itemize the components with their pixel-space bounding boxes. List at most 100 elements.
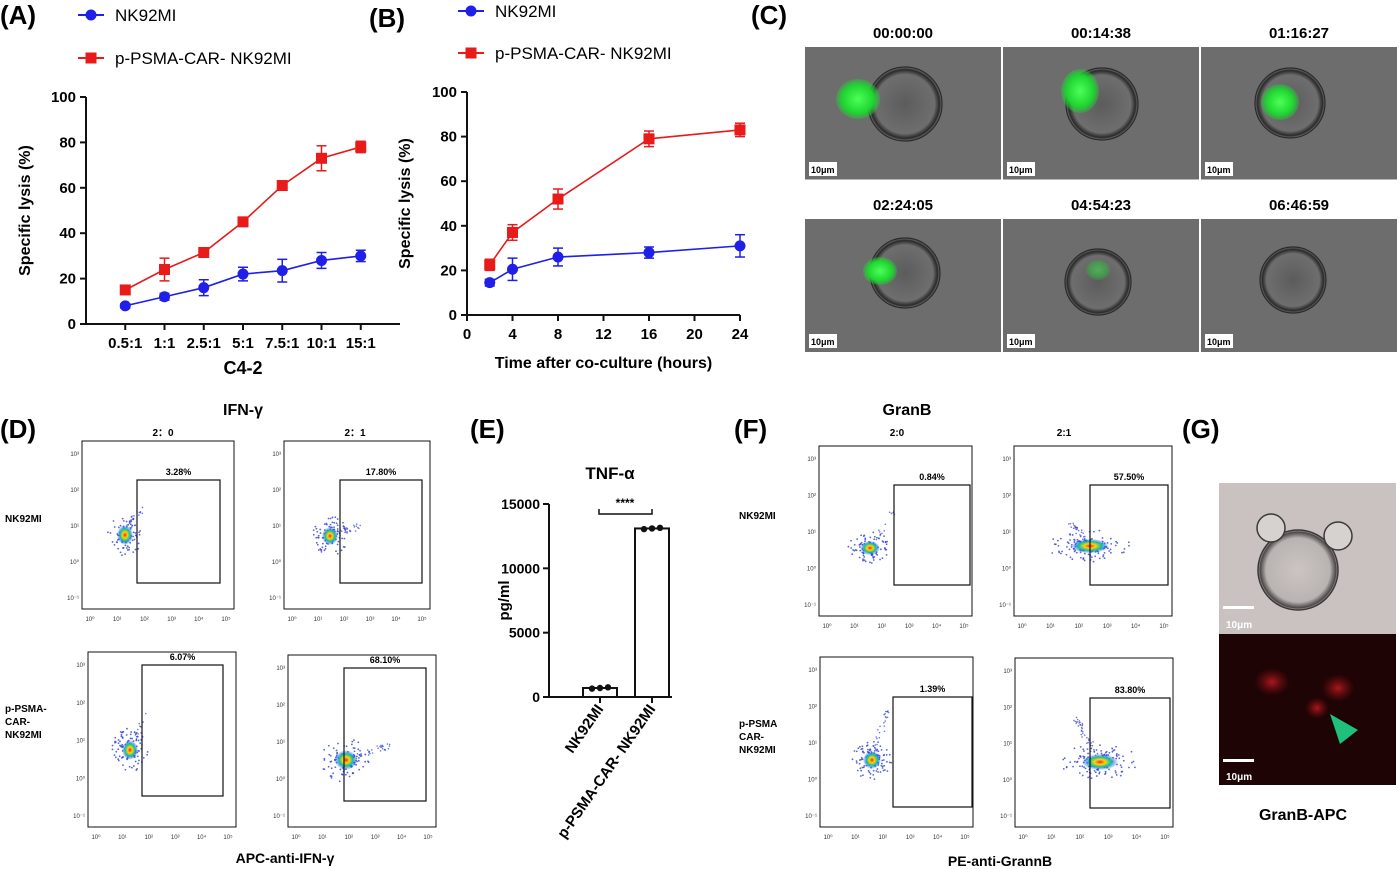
scale-bar-box	[1205, 162, 1233, 176]
flow-f-car-2to1-event-dot	[1115, 773, 1118, 776]
chart-b-point-nk	[552, 251, 564, 263]
chart-b-specific-lysis-vs-time: 0 20 40 60 80 100 0 4 8 12 16 20 24 Time after co-cul…	[397, 84, 749, 372]
flow-d-car-2to1-event-dot	[367, 754, 370, 756]
chart-a-y-tick-label: 80	[59, 134, 76, 151]
flow-f-car-2to1-event-dot	[1075, 722, 1077, 725]
flow-f-nk-2to1-y-tick-label: 10⁻¹	[999, 603, 1011, 609]
flow-f-nk-2to0-event-dot	[869, 536, 872, 539]
flow-d-car-2to0-y-tick-label: 10⁰	[76, 775, 86, 782]
flow-f-car-2to1-event-dot	[1115, 771, 1117, 774]
flow-d-nk-2to1-event-dot	[315, 541, 318, 544]
flow-f-car-2to0-event-dot	[884, 710, 887, 713]
flow-f-nk-2to0-y-tick-label: 10³	[807, 457, 816, 463]
flow-d-car-2to1-event-dot	[381, 744, 384, 747]
flow-d-car-2to0-event-dot	[121, 743, 124, 746]
flow-f-nk-2to0-event-dot	[883, 535, 885, 538]
chart-e-significance-bracket	[598, 509, 653, 515]
flow-d-nk-2to0-event-dot	[128, 548, 130, 551]
flow-d-car-2to1-event-dot	[356, 753, 359, 755]
flow-f-car-2to1-event-dot	[1093, 751, 1096, 753]
flow-d-car-2to0-event-dot	[120, 733, 123, 736]
flow-d-car-2to0-event-dot	[114, 756, 117, 759]
flow-d-car-2to1-event-dot	[345, 745, 348, 748]
chart-b-point-car	[552, 193, 564, 205]
flow-d-car-2to1-gate	[343, 667, 427, 802]
scale-bar-box	[1007, 334, 1035, 348]
flow-d-car-2to0-gate	[141, 664, 224, 797]
flow-f-nk-2to0-event-dot	[864, 560, 867, 563]
flow-d-car-2to1-event-dot	[353, 739, 355, 741]
flow-f-nk-2to0-gate-percentage: 0.84%	[919, 472, 945, 482]
flow-d-nk-2to0-event-dot	[138, 533, 141, 536]
flow-f-nk-2to0-event-dot	[883, 547, 886, 549]
flow-f-nk-2to1-event-dot	[1069, 522, 1072, 525]
flow-f-car-2to1-event-dot	[1120, 766, 1123, 769]
flow-d-car-2to0-event-dot	[121, 731, 123, 734]
flow-f-car-2to1-event-dot	[1113, 749, 1116, 751]
flow-f-nk-2to0-event-dot	[876, 553, 879, 556]
flow-f-car-2to0-y-tick-label: 10⁰	[808, 777, 818, 784]
fluorescent-target-cell	[836, 79, 880, 119]
flow-f-nk-2to0-event-dot	[873, 535, 876, 538]
flow-d-car-2to0-event-dot	[136, 731, 138, 734]
flow-f-nk-2to0-event-dot	[888, 511, 891, 514]
flow-f-nk-2to1-event-dot	[1103, 557, 1106, 559]
flow-f-car-2to1-event-dot	[1119, 764, 1122, 767]
flow-d-car-2to0-event-dot	[114, 740, 116, 743]
chart-a-x-tick-label: 5:1	[232, 335, 254, 352]
flow-d-car-2to0-event-dot	[119, 740, 121, 743]
panel-d-flow-ifn: IFN-γ 2：0 2：1 NK92MI p-PSMA- CAR- NK92MI 10⁻¹ 10…	[5, 402, 437, 866]
chart-a-point-car	[119, 284, 131, 296]
chart-e-replicate-point	[604, 684, 612, 691]
flow-d-nk-2to0-event-dot	[137, 542, 140, 545]
scale-bar-box	[809, 162, 837, 176]
flow-f-car-2to0-event-dot	[888, 761, 891, 764]
flow-f-car-2to1-event-dot	[1083, 766, 1085, 768]
chart-b-point-car	[507, 226, 518, 238]
flow-f-car-2to1-event-dot	[1100, 749, 1103, 752]
flow-d-nk-2to0-event-dot	[109, 532, 112, 534]
flow-d-nk-2to1-event-dot	[323, 549, 326, 552]
flow-f-car-2to0-event-dot	[890, 761, 893, 764]
flow-f-nk-2to0-x-tick-label: 10²	[877, 624, 886, 630]
flow-f-nk-2to1-event-dot	[1123, 547, 1126, 550]
flow-d-car-2to1-event-dot	[358, 756, 360, 759]
chart-a-point-nk	[237, 268, 249, 280]
flow-f-car-2to1-event-dot	[1080, 733, 1083, 736]
flow-d-nk-2to1-event-dot	[317, 534, 320, 537]
flow-d-car-2to1-event-dot	[357, 759, 360, 762]
chart-a-point-nk	[159, 291, 170, 303]
flow-f-car-2to1-event-dot	[1065, 766, 1068, 769]
flow-f-car-2to0-event-dot	[875, 749, 878, 752]
flow-f-car-2to0-event-dot	[857, 747, 860, 750]
chart-b-y-tick-label: 20	[440, 262, 457, 279]
flow-d-nk-2to0-event-dot	[124, 544, 127, 547]
flow-d-car-2to1-event-dot	[364, 753, 366, 755]
flow-f-x-axis-label: PE-anti-GrannB	[948, 853, 1052, 869]
chart-b-point-nk	[507, 263, 518, 275]
flow-f-nk-2to1-event-dot	[1076, 538, 1079, 541]
chart-a-y-tick-label: 60	[59, 180, 76, 197]
flow-f-car-2to1-event-dot	[1095, 775, 1098, 777]
flow-f-car-2to0-x-tick-label: 10⁴	[933, 834, 943, 841]
flow-d-nk-2to1-event-dot	[337, 530, 339, 533]
scale-bar-label: 10μm	[1207, 337, 1231, 347]
flow-f-car-2to0-event-dot	[876, 737, 878, 740]
flow-d-car-2to1-y-tick-label: 10¹	[276, 740, 285, 746]
flow-d-car-2to0-y-tick-label: 10³	[76, 663, 85, 669]
flow-d-car-2to1-event-dot	[351, 740, 354, 743]
flow-f-nk-2to1-event-dot	[1084, 535, 1086, 538]
flow-f-car-2to0-event-dot	[860, 769, 863, 772]
chart-b-point-car	[484, 259, 496, 271]
chart-a-point-nk	[316, 254, 327, 266]
flow-d-car-2to1-event-dot	[332, 772, 334, 775]
flow-f-nk-2to1-gate-percentage: 57.50%	[1114, 472, 1145, 482]
flow-f-car-2to0-event-dot	[866, 748, 869, 751]
flow-f-car-2to0-event-dot	[868, 749, 871, 752]
flow-f-row-label-line: p-PSMA	[739, 719, 777, 730]
flow-f-car-2to0-event-dot	[874, 744, 877, 746]
flow-f-car-2to1-event-dot	[1122, 755, 1124, 758]
flow-d-car-2to1-event-dot	[323, 757, 326, 760]
cell	[1259, 246, 1327, 314]
flow-f-nk-2to1-event-dot	[1076, 526, 1079, 529]
